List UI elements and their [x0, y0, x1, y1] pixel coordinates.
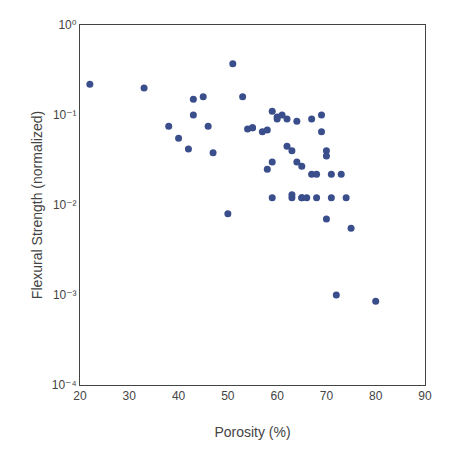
svg-text:50: 50	[221, 389, 235, 403]
svg-text:10⁰: 10⁰	[58, 18, 76, 32]
svg-text:Flexural Strength (normalized): Flexural Strength (normalized)	[29, 111, 45, 299]
svg-text:90: 90	[418, 389, 432, 403]
svg-text:10⁻¹: 10⁻¹	[53, 108, 77, 122]
svg-text:Porosity (%): Porosity (%)	[214, 424, 290, 440]
svg-text:10⁻³: 10⁻³	[53, 288, 77, 302]
svg-text:70: 70	[320, 389, 334, 403]
svg-text:10⁻²: 10⁻²	[53, 198, 77, 212]
svg-text:40: 40	[172, 389, 186, 403]
svg-text:20: 20	[73, 389, 87, 403]
svg-text:60: 60	[270, 389, 284, 403]
svg-text:30: 30	[123, 389, 137, 403]
svg-text:10⁻⁴: 10⁻⁴	[52, 378, 77, 392]
svg-text:80: 80	[369, 389, 383, 403]
